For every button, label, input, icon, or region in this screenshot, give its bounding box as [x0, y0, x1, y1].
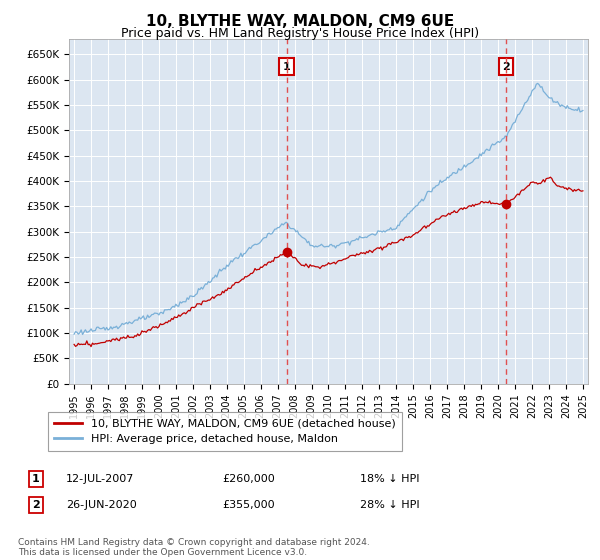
- Text: 10, BLYTHE WAY, MALDON, CM9 6UE: 10, BLYTHE WAY, MALDON, CM9 6UE: [146, 14, 454, 29]
- Text: Price paid vs. HM Land Registry's House Price Index (HPI): Price paid vs. HM Land Registry's House …: [121, 27, 479, 40]
- Text: 26-JUN-2020: 26-JUN-2020: [66, 500, 137, 510]
- Text: £260,000: £260,000: [222, 474, 275, 484]
- Text: 1: 1: [32, 474, 40, 484]
- Text: 28% ↓ HPI: 28% ↓ HPI: [360, 500, 419, 510]
- Text: £355,000: £355,000: [222, 500, 275, 510]
- Legend: 10, BLYTHE WAY, MALDON, CM9 6UE (detached house), HPI: Average price, detached h: 10, BLYTHE WAY, MALDON, CM9 6UE (detache…: [47, 412, 403, 451]
- Text: Contains HM Land Registry data © Crown copyright and database right 2024.
This d: Contains HM Land Registry data © Crown c…: [18, 538, 370, 557]
- Text: 1: 1: [283, 62, 290, 72]
- Text: 2: 2: [502, 62, 510, 72]
- Text: 12-JUL-2007: 12-JUL-2007: [66, 474, 134, 484]
- Text: 2: 2: [32, 500, 40, 510]
- Text: 18% ↓ HPI: 18% ↓ HPI: [360, 474, 419, 484]
